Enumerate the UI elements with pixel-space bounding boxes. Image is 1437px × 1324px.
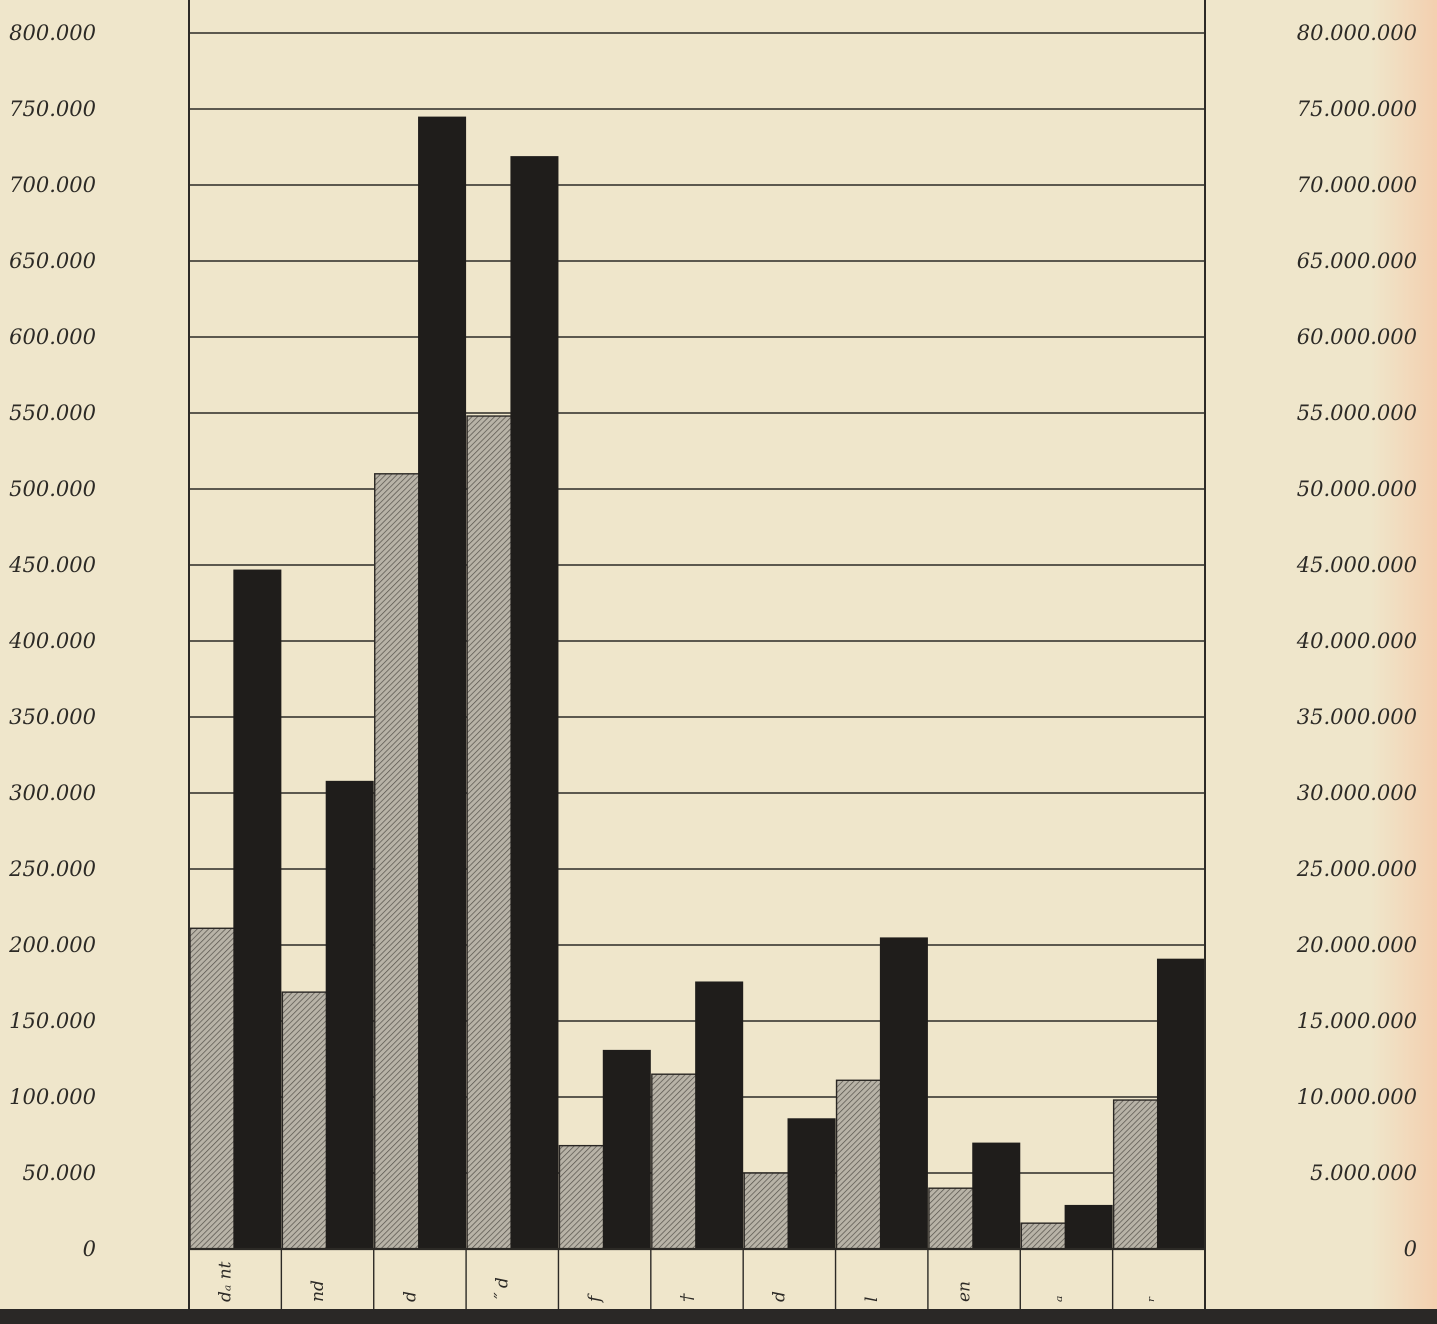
bar-light xyxy=(466,415,513,1250)
category-label: dₐ nt xyxy=(216,1261,236,1302)
left-axis-tick-label: 0 xyxy=(83,1237,96,1261)
right-axis-ticks: 0 5.000.000 10.000.000 15.000.000 20.000.000… xyxy=(1296,21,1417,1261)
right-axis-tick-label: 15.000.000 xyxy=(1297,1009,1417,1033)
right-axis-tick-label: 80.000.000 xyxy=(1297,21,1417,45)
right-axis-tick-label: 75.000.000 xyxy=(1297,97,1417,121)
category-label: en xyxy=(954,1281,974,1302)
category-label: d xyxy=(400,1291,420,1302)
bar-dark xyxy=(1064,1204,1113,1249)
right-axis-tick-label: 35.000.000 xyxy=(1297,705,1417,729)
bar-dark xyxy=(418,116,467,1250)
category-label: d xyxy=(770,1291,790,1302)
right-axis-tick-label: 5.000.000 xyxy=(1310,1161,1417,1185)
left-axis-tick-label: 750.000 xyxy=(9,97,96,121)
bars xyxy=(189,116,1205,1250)
left-axis-tick-label: 200.000 xyxy=(8,933,96,957)
bottom-edge-strip xyxy=(0,1309,1437,1324)
right-axis-tick-label: 55.000.000 xyxy=(1297,401,1417,425)
left-axis-tick-label: 250.000 xyxy=(8,857,96,881)
bar-light xyxy=(281,991,329,1250)
left-axis-tick-label: 600.000 xyxy=(9,325,96,349)
right-axis-tick-label: 0 xyxy=(1404,1237,1417,1261)
bar-dark xyxy=(233,569,282,1249)
category-label: † xyxy=(677,1293,697,1302)
right-axis-tick-label: 25.000.000 xyxy=(1296,857,1417,881)
category-label: ˝ d xyxy=(493,1277,513,1302)
bar-dark xyxy=(325,780,374,1249)
bar-light xyxy=(743,1172,791,1250)
bar-light xyxy=(835,1079,883,1250)
left-axis-tick-label: 150.000 xyxy=(9,1009,96,1033)
right-axis-tick-label: 20.000.000 xyxy=(1296,933,1417,957)
left-axis-tick-label: 300.000 xyxy=(9,781,96,805)
category-label: f xyxy=(585,1293,605,1304)
left-axis-ticks: 0 50.000 100.000 150.000 200.000 250.000 300.0… xyxy=(8,21,96,1261)
right-axis-tick-label: 65.000.000 xyxy=(1297,249,1417,273)
bar-dark xyxy=(1156,958,1205,1249)
left-axis-tick-label: 400.000 xyxy=(8,629,96,653)
bar-dark xyxy=(602,1049,651,1249)
bar-dark xyxy=(787,1118,836,1249)
left-axis-tick-label: 800.000 xyxy=(9,21,96,45)
left-axis-tick-label: 350.000 xyxy=(9,705,96,729)
bar-dark xyxy=(879,937,928,1249)
right-axis-tick-label: 50.000.000 xyxy=(1297,477,1417,501)
right-axis-tick-label: 70.000.000 xyxy=(1297,173,1417,197)
bar-light xyxy=(928,1187,975,1250)
bar-dark xyxy=(695,981,744,1249)
category-label: l xyxy=(862,1297,882,1302)
left-axis-tick-label: 550.000 xyxy=(9,401,96,425)
right-axis-tick-label: 60.000.000 xyxy=(1297,325,1417,349)
bar-dark xyxy=(972,1142,1021,1249)
category-label: nd xyxy=(308,1280,328,1302)
left-axis-tick-label: 50.000 xyxy=(23,1161,96,1185)
bar-light xyxy=(651,1073,698,1250)
right-axis-tick-label: 40.000.000 xyxy=(1296,629,1417,653)
left-axis-tick-label: 100.000 xyxy=(9,1085,96,1109)
right-axis-tick-label: 45.000.000 xyxy=(1296,553,1417,577)
left-axis-tick-label: 500.000 xyxy=(9,477,96,501)
bar-light xyxy=(558,1144,606,1250)
category-label: ᵣ xyxy=(1139,1296,1159,1302)
bar-light xyxy=(1112,1099,1160,1250)
plot-frame xyxy=(188,0,1206,1310)
bar-light xyxy=(189,927,236,1250)
category-label: ₐ xyxy=(1047,1296,1067,1302)
bar-light xyxy=(374,473,421,1250)
left-axis-tick-label: 700.000 xyxy=(9,173,96,197)
left-axis-tick-label: 650.000 xyxy=(9,249,96,273)
right-axis-tick-label: 10.000.000 xyxy=(1297,1085,1417,1109)
category-labels: dₐ nt nd d ˝ d f † d l en ₐ ᵣ xyxy=(216,1261,1160,1304)
paper-edge-tint xyxy=(1370,0,1437,1324)
bar-light xyxy=(1020,1222,1068,1250)
bar-dark xyxy=(510,156,559,1249)
right-axis-tick-label: 30.000.000 xyxy=(1297,781,1417,805)
left-axis-tick-label: 450.000 xyxy=(8,553,96,577)
